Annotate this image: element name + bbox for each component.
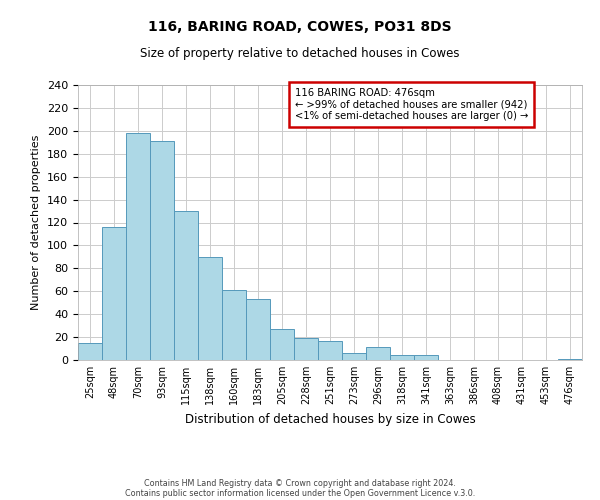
Bar bbox=[246, 300, 270, 360]
Text: Size of property relative to detached houses in Cowes: Size of property relative to detached ho… bbox=[140, 48, 460, 60]
Text: Contains public sector information licensed under the Open Government Licence v.: Contains public sector information licen… bbox=[125, 488, 475, 498]
Bar bbox=[558, 359, 582, 360]
Text: 116, BARING ROAD, COWES, PO31 8DS: 116, BARING ROAD, COWES, PO31 8DS bbox=[148, 20, 452, 34]
Bar bbox=[174, 211, 198, 360]
Y-axis label: Number of detached properties: Number of detached properties bbox=[31, 135, 41, 310]
Bar bbox=[366, 348, 390, 360]
Bar bbox=[294, 338, 318, 360]
X-axis label: Distribution of detached houses by size in Cowes: Distribution of detached houses by size … bbox=[185, 412, 475, 426]
Bar bbox=[390, 356, 414, 360]
Bar bbox=[126, 133, 150, 360]
Text: Contains HM Land Registry data © Crown copyright and database right 2024.: Contains HM Land Registry data © Crown c… bbox=[144, 478, 456, 488]
Bar bbox=[222, 290, 246, 360]
Bar bbox=[78, 343, 102, 360]
Bar bbox=[102, 227, 126, 360]
Text: 116 BARING ROAD: 476sqm
← >99% of detached houses are smaller (942)
<1% of semi-: 116 BARING ROAD: 476sqm ← >99% of detach… bbox=[295, 88, 528, 121]
Bar bbox=[318, 340, 342, 360]
Bar bbox=[342, 353, 366, 360]
Bar bbox=[270, 329, 294, 360]
Bar bbox=[414, 356, 438, 360]
Bar bbox=[150, 141, 174, 360]
Bar bbox=[198, 257, 222, 360]
